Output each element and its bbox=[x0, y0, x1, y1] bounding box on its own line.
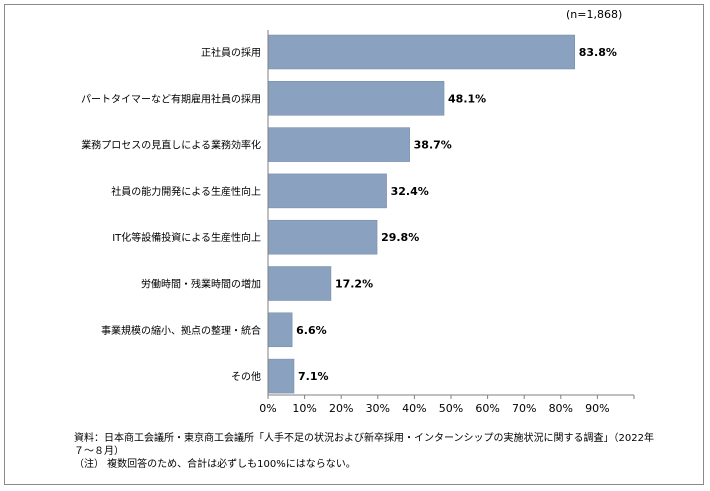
x-axis: 0% 10% 20% 30% 40% 50% 60% 70% 80% 90% bbox=[259, 30, 635, 415]
value-label-1: 83.8% bbox=[579, 46, 617, 59]
x-tick-label-20: 20% bbox=[329, 402, 353, 415]
x-tick-label-80: 80% bbox=[549, 402, 573, 415]
value-label-6: 17.2% bbox=[335, 278, 373, 291]
bar-7 bbox=[267, 312, 293, 348]
value-label-7: 6.6% bbox=[296, 324, 327, 337]
x-tick-label-60: 60% bbox=[475, 402, 499, 415]
x-tick-label-70: 70% bbox=[512, 402, 536, 415]
bar-1 bbox=[267, 34, 575, 70]
value-label-2: 48.1% bbox=[448, 92, 486, 105]
value-label-4: 32.4% bbox=[391, 185, 429, 198]
category-label-4: 社員の能力開発による生産性向上 bbox=[111, 185, 261, 198]
x-tick-label-30: 30% bbox=[366, 402, 390, 415]
bar-4 bbox=[267, 173, 387, 209]
category-label-7: 事業規模の縮小、拠点の整理・統合 bbox=[101, 324, 261, 337]
figure-frame bbox=[4, 4, 704, 485]
x-tick-label-90: 90% bbox=[585, 402, 609, 415]
x-tick-label-10: 10% bbox=[292, 402, 316, 415]
bar-2 bbox=[267, 81, 445, 116]
bar-8 bbox=[267, 358, 295, 394]
category-label-2: パートタイマーなど有期雇用社員の採用 bbox=[81, 92, 261, 105]
notes: 資料：日本商工会議所・東京商工会議所「人手不足の状況および新卒採用・インターンシ… bbox=[74, 432, 658, 471]
x-tick-label-40: 40% bbox=[402, 402, 426, 415]
sample-size-label: (n=1,868) bbox=[566, 8, 623, 21]
category-label-6: 労働時間・残業時間の増加 bbox=[141, 278, 261, 291]
category-label-5: IT化等設備投資による生産性向上 bbox=[112, 231, 261, 244]
bar-6 bbox=[267, 266, 332, 301]
bar-chart: 正社員の採用 83.8% パートタイマーなど有期雇用社員の採用 48.1% 業務プロセス… bbox=[81, 30, 635, 415]
bar-5 bbox=[267, 219, 378, 255]
bar-3 bbox=[267, 127, 410, 162]
value-label-3: 38.7% bbox=[414, 139, 452, 152]
value-label-5: 29.8% bbox=[381, 231, 419, 244]
footnote: （注） 複数回答のため、合計は必ずしも100%にはならない。 bbox=[74, 459, 356, 470]
category-label-3: 業務プロセスの見直しによる業務効率化 bbox=[81, 139, 261, 152]
x-tick-label-50: 50% bbox=[439, 402, 463, 415]
category-label-8: その他 bbox=[231, 370, 261, 383]
x-tick-label-0: 0% bbox=[259, 402, 276, 415]
bars-group: 正社員の採用 83.8% パートタイマーなど有期雇用社員の採用 48.1% 業務プロセス… bbox=[81, 34, 617, 394]
category-label-1: 正社員の採用 bbox=[201, 46, 261, 59]
source-note: 資料：日本商工会議所・東京商工会議所「人手不足の状況および新卒採用・インターンシ… bbox=[74, 433, 654, 457]
value-label-8: 7.1% bbox=[298, 370, 329, 383]
